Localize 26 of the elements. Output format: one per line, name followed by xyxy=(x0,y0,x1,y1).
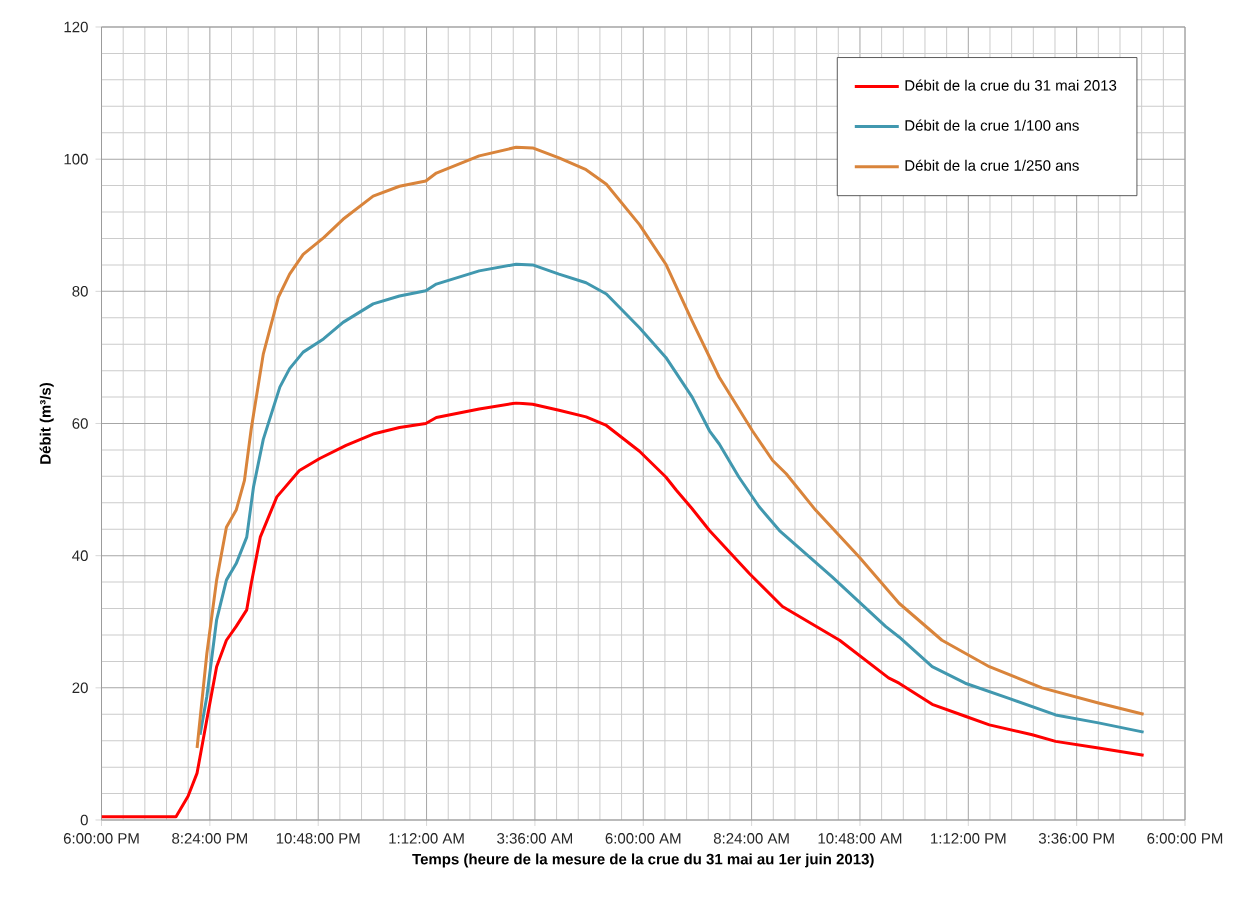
x-tick-label: 6:00:00 AM xyxy=(605,833,681,844)
x-tick-label: 10:48:00 AM xyxy=(818,833,902,844)
y-tick-label: 100 xyxy=(64,153,88,165)
x-tick-label: 1:12:00 PM xyxy=(931,833,1006,844)
y-tick-label: 20 xyxy=(72,682,88,694)
x-tick-label: 3:36:00 AM xyxy=(497,833,573,844)
y-tick-label: 120 xyxy=(64,21,88,33)
legend-label: Débit de la crue du 31 mai 2013 xyxy=(905,79,1117,91)
x-axis-title: Temps (heure de la mesure de la crue du 31 mai au 1er juin 2013) xyxy=(412,853,874,868)
x-tick-label: 8:24:00 AM xyxy=(713,833,789,844)
y-tick-label: 60 xyxy=(72,418,88,429)
x-tick-label: 6:00:00 PM xyxy=(1147,833,1223,844)
legend-label: Débit de la crue 1/250 ans xyxy=(905,159,1079,171)
x-tick-label: 6:00:00 PM xyxy=(63,833,139,844)
y-tick-label: 40 xyxy=(72,550,88,561)
x-tick-label: 10:48:00 PM xyxy=(276,833,360,844)
x-tick-label: 1:12:00 AM xyxy=(389,833,464,844)
x-tick-label: 3:36:00 PM xyxy=(1038,833,1114,844)
legend-label: Débit de la crue 1/100 ans xyxy=(905,119,1079,131)
x-tick-label: 8:24:00 PM xyxy=(172,833,247,844)
line-series xyxy=(101,401,1146,819)
line-series xyxy=(195,145,1146,750)
line-series xyxy=(198,262,1146,737)
y-tick-label: 0 xyxy=(80,814,88,826)
y-tick-label: 80 xyxy=(72,286,88,297)
y-axis-title: Débit (m³/s) xyxy=(39,383,54,464)
